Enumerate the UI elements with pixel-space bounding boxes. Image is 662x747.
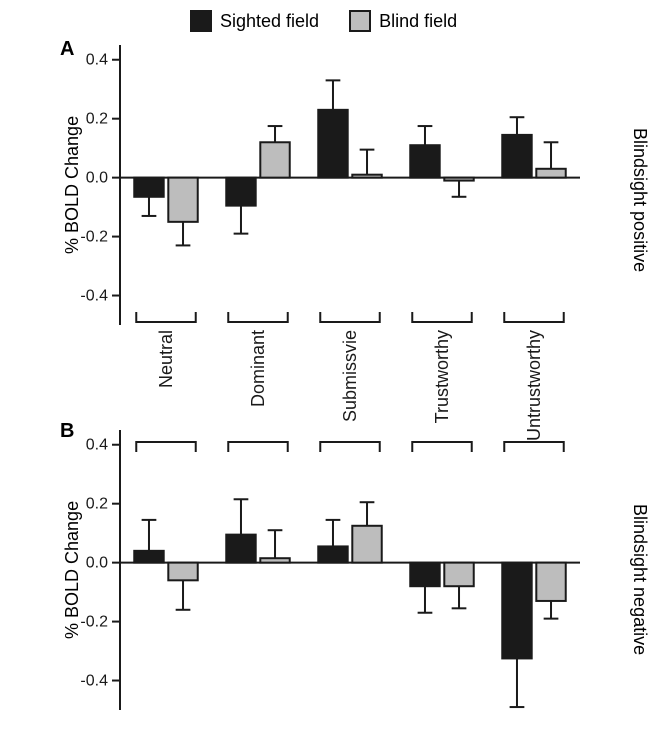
legend-swatch-blind <box>349 10 371 32</box>
bar <box>444 563 473 587</box>
bar <box>536 169 565 178</box>
legend-label-blind: Blind field <box>379 11 457 32</box>
bar <box>168 563 197 581</box>
legend: Sighted field Blind field <box>190 10 457 32</box>
ylabel-A: % BOLD Change <box>62 45 92 325</box>
category-label: Neutral <box>156 330 176 388</box>
plot-B: % BOLD Change -0.4-0.20.00.20.4 <box>120 430 580 710</box>
category-label: Trustworthy <box>432 330 452 423</box>
bar <box>502 135 531 178</box>
figure-container: Sighted field Blind field A Blindsight p… <box>60 10 640 737</box>
category-label: Untrustworthy <box>524 330 544 441</box>
legend-label-sighted: Sighted field <box>220 11 319 32</box>
side-label-B: Blindsight negative <box>620 450 650 710</box>
bar <box>352 526 381 563</box>
bar <box>260 142 289 177</box>
bar <box>410 145 439 177</box>
bar <box>352 175 381 178</box>
bar <box>168 178 197 222</box>
plot-svg-A: -0.4-0.20.00.20.4 <box>120 45 580 325</box>
ylabel-B: % BOLD Change <box>62 430 92 710</box>
category-label: Submissvie <box>340 330 360 422</box>
legend-swatch-sighted <box>190 10 212 32</box>
legend-item-blind: Blind field <box>349 10 457 32</box>
bar <box>410 563 439 587</box>
side-label-A: Blindsight positive <box>620 70 650 330</box>
bar <box>260 558 289 562</box>
plot-svg-B: -0.4-0.20.00.20.4 <box>120 430 580 710</box>
bar <box>536 563 565 601</box>
legend-item-sighted: Sighted field <box>190 10 319 32</box>
category-label: Dominant <box>248 330 268 407</box>
bar <box>134 178 163 197</box>
bar <box>226 535 255 563</box>
bar <box>318 110 347 178</box>
bar <box>318 546 347 562</box>
plot-A: % BOLD Change -0.4-0.20.00.20.4 <box>120 45 580 325</box>
bar <box>134 551 163 563</box>
bar <box>444 178 473 181</box>
bar <box>226 178 255 206</box>
bar <box>502 563 531 659</box>
